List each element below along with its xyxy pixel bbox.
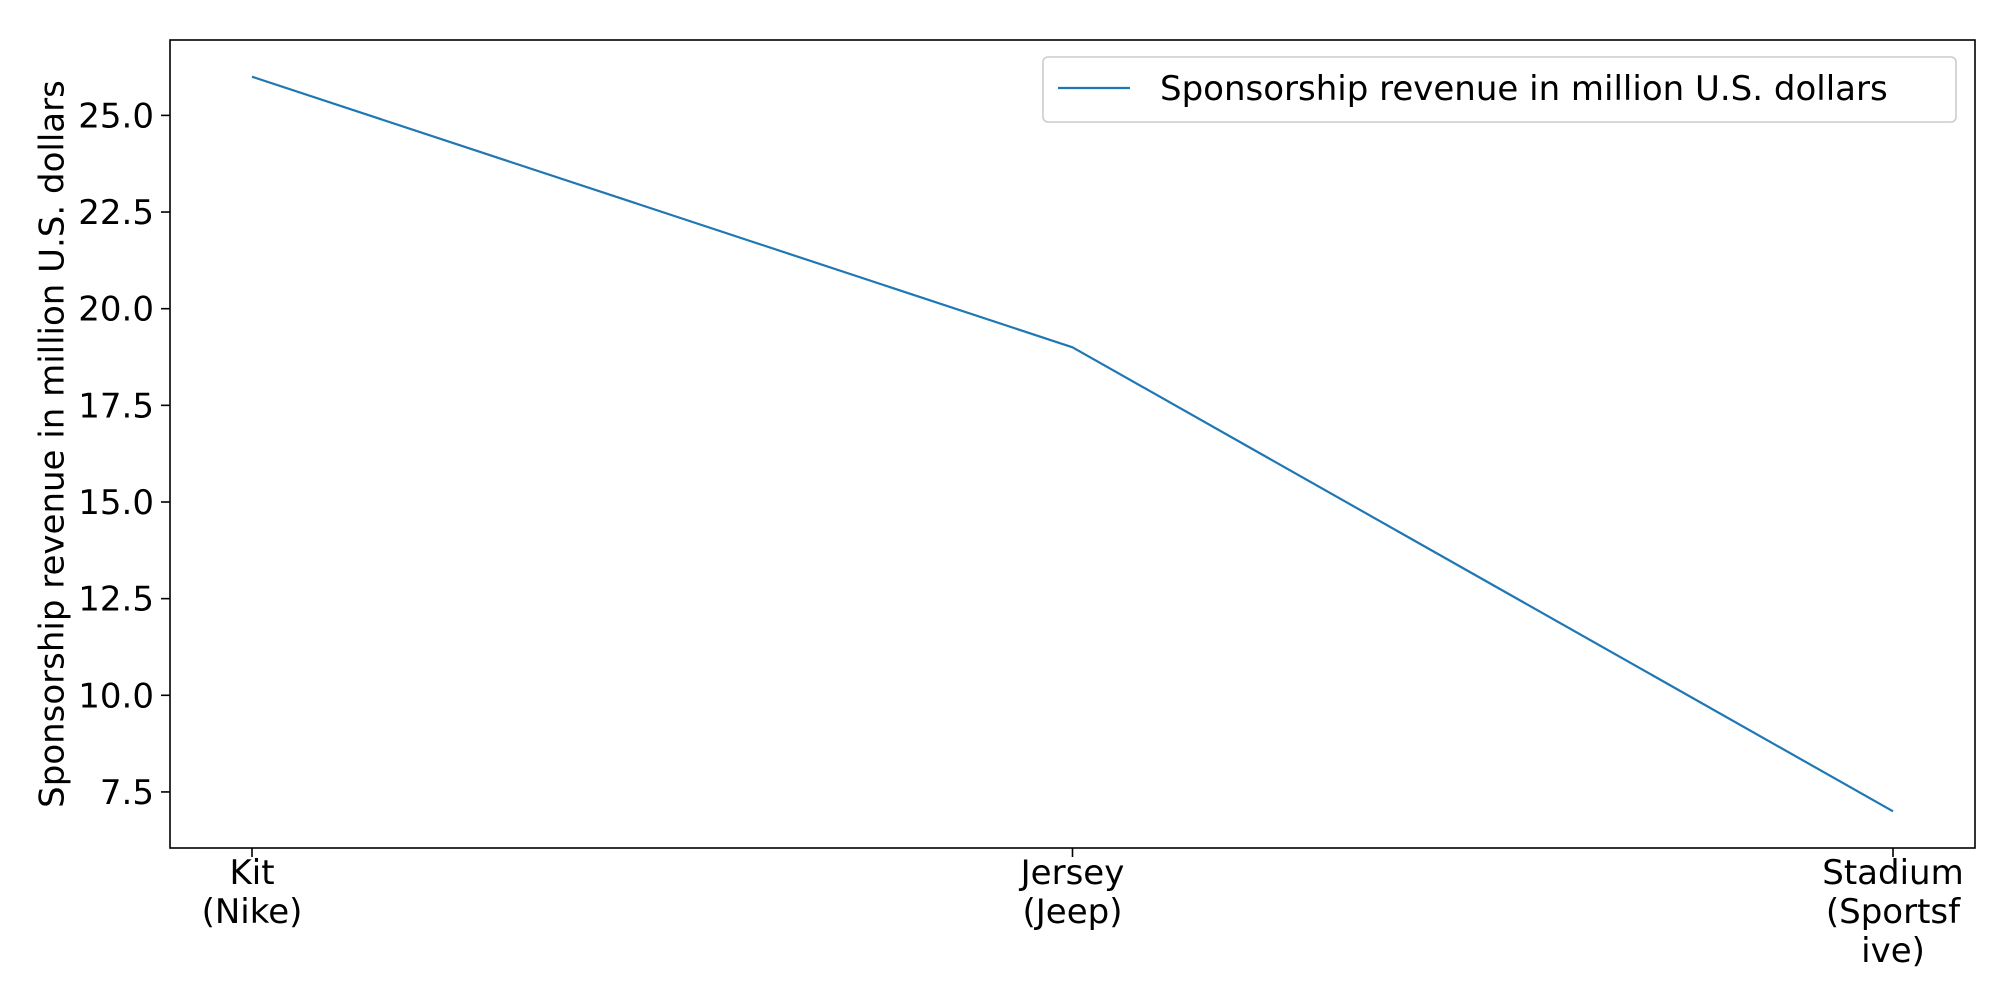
series-layer bbox=[251, 75, 1894, 813]
series-line bbox=[251, 75, 1894, 813]
legend: Sponsorship revenue in million U.S. doll… bbox=[1042, 56, 1957, 123]
y-tick-label: 22.5 bbox=[78, 193, 154, 233]
y-tick-label: 25.0 bbox=[78, 96, 154, 136]
x-axis-ticks: Kit (Nike) Jersey (Jeep) Stadium (Sportsf ive) bbox=[202, 848, 1964, 971]
legend-label: Sponsorship revenue in million U.S. doll… bbox=[1160, 69, 1888, 109]
y-tick-label: 15.0 bbox=[78, 483, 154, 523]
x-tick-label: Jersey (Jeep) bbox=[1019, 853, 1125, 932]
legend-box bbox=[1042, 56, 1957, 123]
y-tick-label: 12.5 bbox=[78, 580, 154, 620]
plot-frame bbox=[169, 39, 1976, 849]
y-tick-label: 7.5 bbox=[100, 773, 154, 813]
y-axis-title: Sponsorship revenue in million U.S. doll… bbox=[33, 80, 73, 808]
y-axis-ticks: 7.5 10.0 12.5 15.0 17.5 20.0 22.5 25.0 bbox=[78, 96, 170, 813]
y-tick-label: 20.0 bbox=[78, 290, 154, 330]
y-tick-label: 10.0 bbox=[78, 676, 154, 716]
y-tick-label: 17.5 bbox=[78, 386, 154, 426]
x-tick-label: Stadium (Sportsf ive) bbox=[1822, 853, 1963, 971]
x-tick-label: Kit (Nike) bbox=[202, 853, 303, 932]
